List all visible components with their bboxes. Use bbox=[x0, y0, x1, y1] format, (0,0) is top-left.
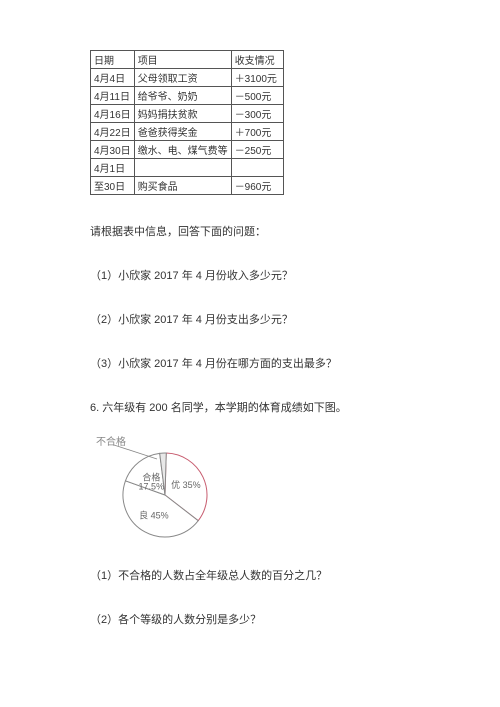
table-cell: 4月1日 bbox=[91, 159, 135, 177]
table-cell: 4月4日 bbox=[91, 69, 135, 87]
table-cell bbox=[231, 159, 283, 177]
table-row: 至30日购买食品－960元 bbox=[91, 177, 284, 195]
question-6-2: （2）各个等级的人数分别是多少？ bbox=[90, 611, 420, 627]
pie-slice-label: 优 35% bbox=[171, 479, 201, 490]
table-cell: 4月11日 bbox=[91, 87, 135, 105]
pie-slice-label: 良 45% bbox=[139, 509, 169, 520]
income-expense-table: 日期 项目 收支情况 4月4日父母领取工资＋3100元4月11日给爷爷、奶奶－5… bbox=[90, 50, 284, 195]
table-cell: 缴水、电、煤气费等 bbox=[134, 141, 231, 159]
table-cell: －250元 bbox=[231, 141, 283, 159]
table-cell: 给爷爷、奶奶 bbox=[134, 87, 231, 105]
table-row: 4月16日妈妈捐扶贫款－300元 bbox=[91, 105, 284, 123]
table-row: 4月4日父母领取工资＋3100元 bbox=[91, 69, 284, 87]
question-3: （3）小欣家 2017 年 4 月份在哪方面的支出最多？ bbox=[90, 355, 420, 371]
table-cell: ＋3100元 bbox=[231, 69, 283, 87]
th-date: 日期 bbox=[91, 51, 135, 69]
th-item: 项目 bbox=[134, 51, 231, 69]
table-cell: 4月22日 bbox=[91, 123, 135, 141]
income-expense-table-wrap: 日期 项目 收支情况 4月4日父母领取工资＋3100元4月11日给爷爷、奶奶－5… bbox=[90, 50, 420, 195]
table-row: 4月30日缴水、电、煤气费等－250元 bbox=[91, 141, 284, 159]
table-cell: 4月16日 bbox=[91, 105, 135, 123]
pie-chart: 优 35%良 45%合格17.5% bbox=[110, 443, 240, 543]
question-2: （2）小欣家 2017 年 4 月份支出多少元？ bbox=[90, 311, 420, 327]
table-cell: ＋700元 bbox=[231, 123, 283, 141]
table-cell bbox=[134, 159, 231, 177]
table-cell: 4月30日 bbox=[91, 141, 135, 159]
table-cell: 爸爸获得奖金 bbox=[134, 123, 231, 141]
table-cell: 父母领取工资 bbox=[134, 69, 231, 87]
question-1: （1）小欣家 2017 年 4 月份收入多少元？ bbox=[90, 267, 420, 283]
table-cell: －960元 bbox=[231, 177, 283, 195]
table-cell: －300元 bbox=[231, 105, 283, 123]
table-row: 4月22日爸爸获得奖金＋700元 bbox=[91, 123, 284, 141]
question-6-1: （1）不合格的人数占全年级总人数的百分之几？ bbox=[90, 567, 420, 583]
table-cell: 妈妈捐扶贫款 bbox=[134, 105, 231, 123]
table-cell: －500元 bbox=[231, 87, 283, 105]
table-cell: 购买食品 bbox=[134, 177, 231, 195]
pie-pointer-line bbox=[114, 445, 157, 459]
pie-slice-label: 17.5% bbox=[139, 481, 165, 491]
intro-text: 请根据表中信息，回答下面的问题： bbox=[90, 223, 420, 239]
table-row: 4月1日 bbox=[91, 159, 284, 177]
th-amount: 收支情况 bbox=[231, 51, 283, 69]
section-6-heading: 6. 六年级有 200 名同学，本学期的体育成绩如下图。 bbox=[90, 399, 420, 415]
table-cell: 至30日 bbox=[91, 177, 135, 195]
pie-chart-wrap: 不合格 优 35%良 45%合格17.5% bbox=[90, 433, 420, 541]
table-row: 4月11日给爷爷、奶奶－500元 bbox=[91, 87, 284, 105]
